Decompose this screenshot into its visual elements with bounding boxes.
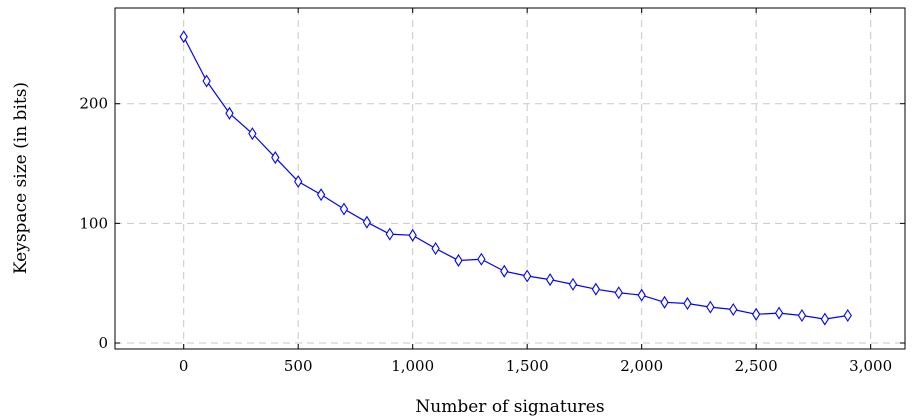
data-point (774, 306, 784, 320)
data-point (660, 295, 669, 309)
x-tick-label: 500 (284, 357, 313, 375)
x-tick-label: 2,500 (735, 357, 778, 375)
data-point (225, 106, 234, 120)
series-line (183, 36, 848, 320)
data-point (362, 215, 372, 229)
x-tick-label: 3,000 (849, 357, 892, 375)
data-point (683, 297, 692, 311)
data-series (179, 30, 852, 326)
data-point (637, 288, 646, 302)
y-tick-label: 0 (98, 334, 108, 352)
data-point (385, 227, 394, 241)
data-point (408, 228, 417, 242)
data-point (752, 307, 761, 321)
data-point (477, 252, 486, 266)
x-axis-title: Number of signatures (415, 397, 604, 417)
x-tick-labels: 0 500 1,000 1,500 2,000 2,500 3,000 (179, 357, 892, 375)
data-point (202, 74, 211, 88)
x-tick-label: 2,000 (620, 357, 663, 375)
grid (115, 8, 905, 349)
data-point (729, 302, 738, 317)
data-point (431, 241, 440, 256)
y-tick-label: 100 (79, 214, 108, 232)
axis-ticks (115, 8, 905, 349)
data-point (271, 151, 280, 165)
data-point (568, 277, 578, 291)
data-point (614, 286, 623, 300)
data-point (500, 264, 509, 278)
data-point (523, 269, 532, 283)
data-point (179, 30, 188, 44)
y-axis-title: Keyspace size (in bits) (11, 82, 31, 274)
x-tick-label: 0 (179, 357, 189, 375)
data-point (294, 174, 303, 189)
data-point (316, 188, 326, 202)
data-point (454, 253, 463, 267)
data-point (797, 308, 807, 323)
data-point (843, 308, 852, 323)
plot-frame (114, 7, 906, 350)
y-tick-labels: 0 100 200 (79, 95, 108, 352)
data-point (545, 273, 555, 287)
data-point (591, 282, 601, 296)
x-tick-label: 1,500 (506, 357, 549, 375)
x-tick-label: 1,000 (391, 357, 434, 375)
data-point (339, 202, 349, 216)
data-point (820, 312, 830, 326)
data-point (706, 300, 715, 314)
y-tick-label: 200 (79, 95, 108, 113)
data-point (248, 127, 257, 141)
